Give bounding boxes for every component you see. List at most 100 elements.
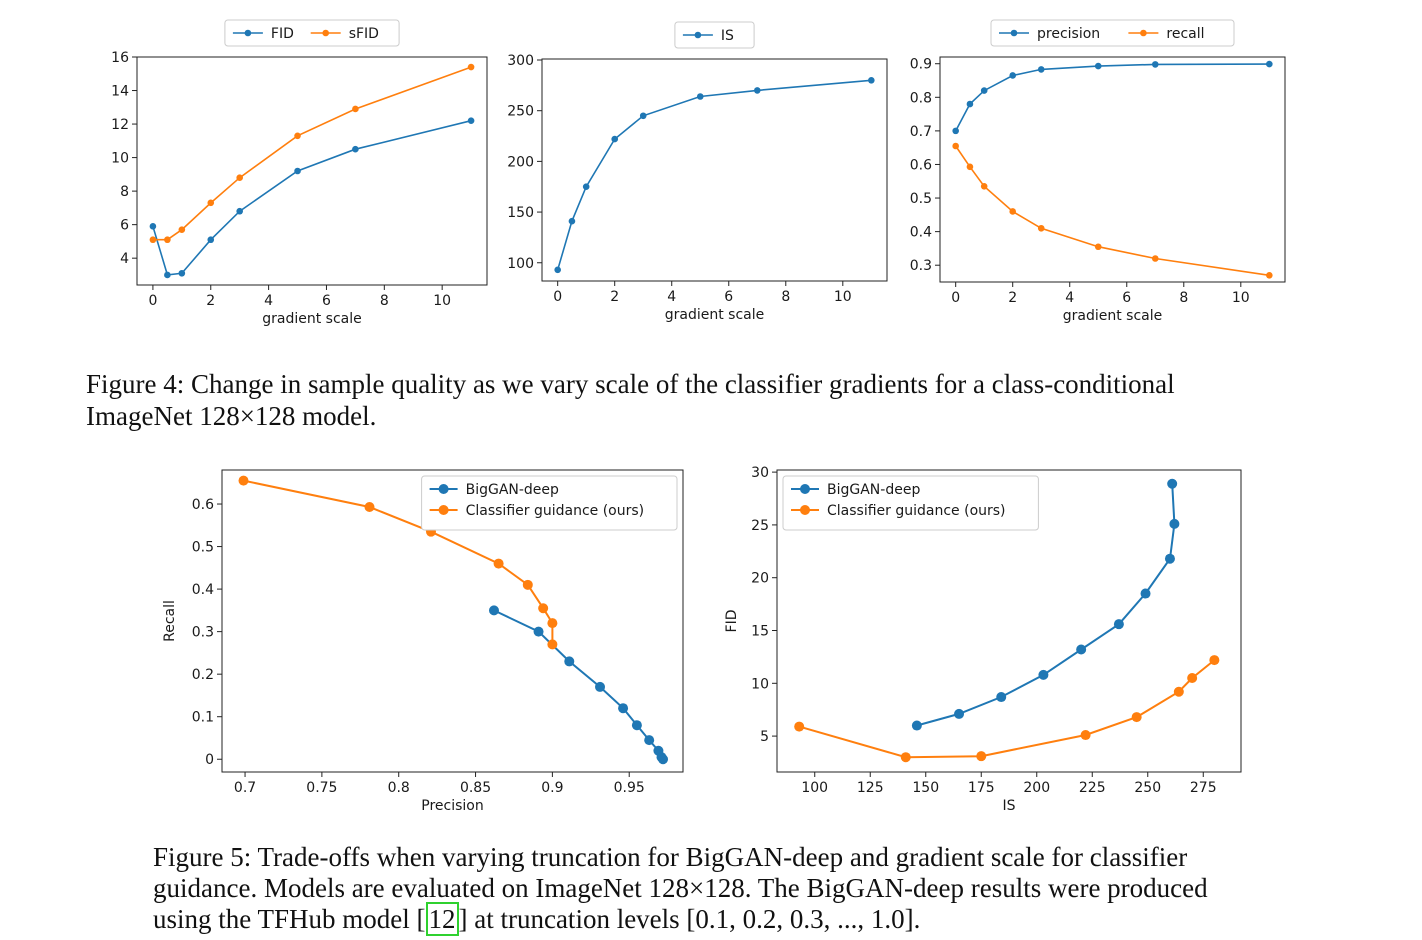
y-tick-label: 16	[111, 50, 129, 66]
y-tick-label: 10	[111, 151, 129, 167]
x-tick-label: 4	[1065, 290, 1074, 306]
data-point	[631, 720, 642, 731]
data-point	[364, 502, 375, 513]
data-point	[595, 681, 606, 692]
x-tick-label: 8	[781, 289, 790, 305]
data-point	[1173, 686, 1184, 697]
x-tick-label: 0.75	[306, 780, 337, 796]
legend-label: precision	[1037, 26, 1100, 42]
y-tick-label: 0.3	[910, 258, 932, 274]
y-axis-label: Recall	[162, 600, 178, 642]
x-tick-label: 10	[1232, 290, 1250, 306]
data-point	[696, 93, 704, 100]
x-tick-label: 6	[1122, 290, 1131, 306]
series-line	[955, 145, 1270, 277]
figure5-fid-is-chart: 100 125 150 175 200 225 250 275 5 10 15 20 25 30 IS FID…	[722, 460, 1252, 820]
data-point	[467, 117, 475, 125]
x-tick-label: 0.85	[460, 780, 491, 796]
fid-sfid-plot: 0 2 4 6 8 10 4 6 8 10 12 14 16 gradient scale FID sFID	[111, 19, 488, 327]
data-point	[554, 266, 561, 274]
x-tick-label: 275	[1190, 780, 1217, 796]
figure5-caption-line3: using the TFHub model [12] at truncation…	[153, 902, 1353, 936]
y-tick-label: 0.9	[910, 57, 932, 73]
data-point	[644, 735, 655, 746]
data-point	[493, 558, 504, 569]
y-tick-label: 10	[751, 676, 769, 692]
x-tick-label: 4	[264, 293, 273, 309]
citation-link[interactable]: 12	[425, 902, 459, 936]
legend-label: BigGAN-deep	[466, 482, 559, 498]
x-axis-label: gradient scale	[665, 307, 765, 323]
caption-text: using the TFHub model [	[153, 904, 426, 934]
data-point	[980, 87, 988, 94]
series-line	[954, 63, 1270, 132]
legend-box	[782, 475, 1039, 531]
y-tick-label: 30	[751, 465, 769, 481]
data-point	[1169, 518, 1180, 529]
y-tick-label: 300	[507, 53, 534, 69]
data-point	[294, 167, 301, 175]
y-tick-label: 0.5	[910, 191, 932, 207]
y-tick-label: 100	[507, 256, 534, 272]
x-tick-label: 200	[1023, 780, 1050, 796]
series-line	[493, 609, 664, 760]
legend-label: Classifier guidance (ours)	[827, 503, 1006, 519]
x-axis-label: gradient scale	[1063, 308, 1163, 324]
data-point	[582, 183, 590, 191]
data-point	[568, 217, 576, 225]
figure4-fid-chart: 0 2 4 6 8 10 4 6 8 10 12 14 16 gradient scale FID sFID	[100, 14, 495, 328]
y-tick-label: 20	[751, 571, 769, 587]
data-point	[488, 605, 499, 616]
data-point	[1094, 62, 1102, 70]
data-point	[794, 721, 805, 732]
data-point	[1167, 478, 1178, 489]
y-tick-label: 150	[507, 205, 534, 221]
data-point	[164, 271, 171, 279]
data-point	[547, 618, 558, 629]
legend-label: sFID	[349, 26, 379, 42]
y-tick-label: 0.4	[910, 225, 932, 241]
data-point	[236, 207, 243, 215]
figure4-caption: Figure 4: Change in sample quality as we…	[86, 368, 1386, 432]
y-tick-label: 0.5	[192, 540, 214, 556]
data-point	[238, 475, 249, 486]
y-tick-label: 0.3	[192, 625, 214, 641]
data-point	[1009, 208, 1017, 215]
data-point	[1266, 60, 1273, 68]
data-point	[207, 199, 215, 207]
data-point	[207, 236, 215, 244]
legend-marker	[800, 484, 810, 494]
legend-box	[990, 19, 1235, 47]
data-point	[1076, 644, 1087, 655]
data-point	[911, 720, 922, 731]
figure5-caption-line1: Figure 5: Trade-offs when varying trunca…	[153, 842, 1188, 872]
y-tick-label: 12	[111, 117, 129, 133]
legend-marker	[244, 29, 252, 37]
y-tick-label: 5	[760, 729, 769, 745]
data-point	[753, 87, 761, 94]
x-tick-label: 2	[206, 293, 215, 309]
figure4-is-chart: 0 2 4 6 8 10 100 150 200 250 300 gradient scale IS	[498, 14, 893, 328]
data-point	[611, 135, 619, 143]
x-tick-label: 0.8	[388, 780, 410, 796]
precision-recall-plot: 0 2 4 6 8 10 0.3 0.4 0.5 0.6 0.7 0.8 0.9 gradient sca…	[910, 19, 1286, 324]
legend-marker	[1010, 29, 1018, 37]
legend-marker	[322, 29, 329, 37]
data-point	[1266, 271, 1273, 279]
y-tick-label: 0.6	[192, 497, 214, 513]
legend-marker	[438, 505, 449, 515]
data-point	[1140, 588, 1151, 599]
is-plot: 0 2 4 6 8 10 100 150 200 250 300 gradient scale IS	[507, 21, 888, 323]
data-point	[178, 269, 186, 277]
data-point	[618, 703, 629, 714]
x-tick-label: 2	[610, 289, 619, 305]
data-point	[1080, 730, 1091, 741]
data-point	[533, 626, 544, 637]
legend-box	[674, 21, 755, 49]
data-point	[522, 579, 533, 590]
data-point	[952, 142, 959, 150]
legend-marker	[800, 505, 810, 515]
figure5-caption-line2: guidance. Models are evaluated on ImageN…	[153, 873, 1208, 903]
x-tick-label: 8	[1179, 290, 1188, 306]
data-point	[1094, 243, 1102, 251]
